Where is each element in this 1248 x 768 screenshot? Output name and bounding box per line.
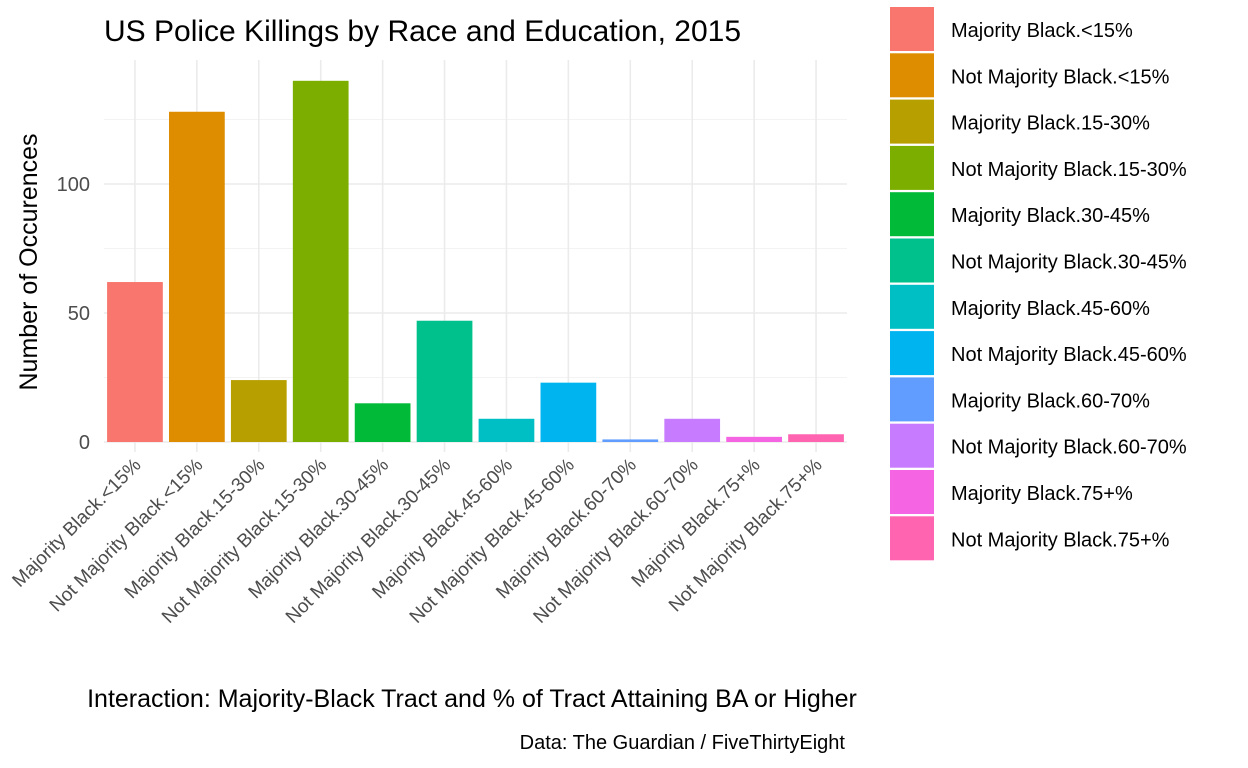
legend-label: Majority Black.<15% [951,20,1133,42]
bar [292,80,349,443]
legend-label: Not Majority Black.60-70% [951,437,1187,459]
legend-label: Majority Black.75+% [951,483,1133,505]
legend-key [890,99,934,144]
legend-key [890,516,934,561]
bar [169,111,225,442]
bar [664,418,721,442]
legend-key [890,192,934,237]
x-axis-title: Interaction: Majority-Black Tract and % … [87,685,857,713]
legend-key [890,470,934,514]
bar [107,282,163,442]
x-axis-ticks: Majority Black.<15%Not Majority Black.<1… [9,455,827,628]
y-tick-label: 50 [68,303,90,325]
legend-label: Not Majority Black.75+% [951,529,1170,551]
legend-key [890,145,934,190]
bar [540,382,597,442]
bar [354,403,411,442]
y-tick-label: 100 [57,174,90,196]
legend-key [890,7,934,51]
bar [230,380,287,442]
legend-key [890,238,934,283]
legend-label: Majority Black.60-70% [951,390,1150,412]
bars [107,80,844,443]
bar [602,439,659,442]
legend-label: Not Majority Black.30-45% [951,252,1187,274]
legend-key [890,423,934,468]
data-source-caption: Data: The Guardian / FiveThirtyEight [520,732,846,754]
legend-label: Not Majority Black.45-60% [951,344,1187,366]
bar [726,436,782,442]
y-axis-ticks: 0 50 100 [57,174,90,454]
legend-key [890,377,934,422]
legend: Majority Black.<15% Not Majority Black.<1… [890,7,1187,561]
y-tick-label: 0 [79,432,90,454]
legend-key [890,331,934,376]
legend-label: Majority Black.15-30% [951,113,1150,135]
legend-key [890,284,934,329]
legend-label: Majority Black.45-60% [951,298,1150,320]
bar [478,418,535,442]
legend-label: Not Majority Black.15-30% [951,159,1187,181]
bar [416,320,473,442]
legend-label: Majority Black.30-45% [951,205,1150,227]
bar [788,434,844,442]
legend-label: Not Majority Black.<15% [951,66,1170,88]
legend-key [890,53,934,98]
chart-title: US Police Killings by Race and Education… [104,15,741,48]
y-axis-title: Number of Occurences [15,133,43,390]
